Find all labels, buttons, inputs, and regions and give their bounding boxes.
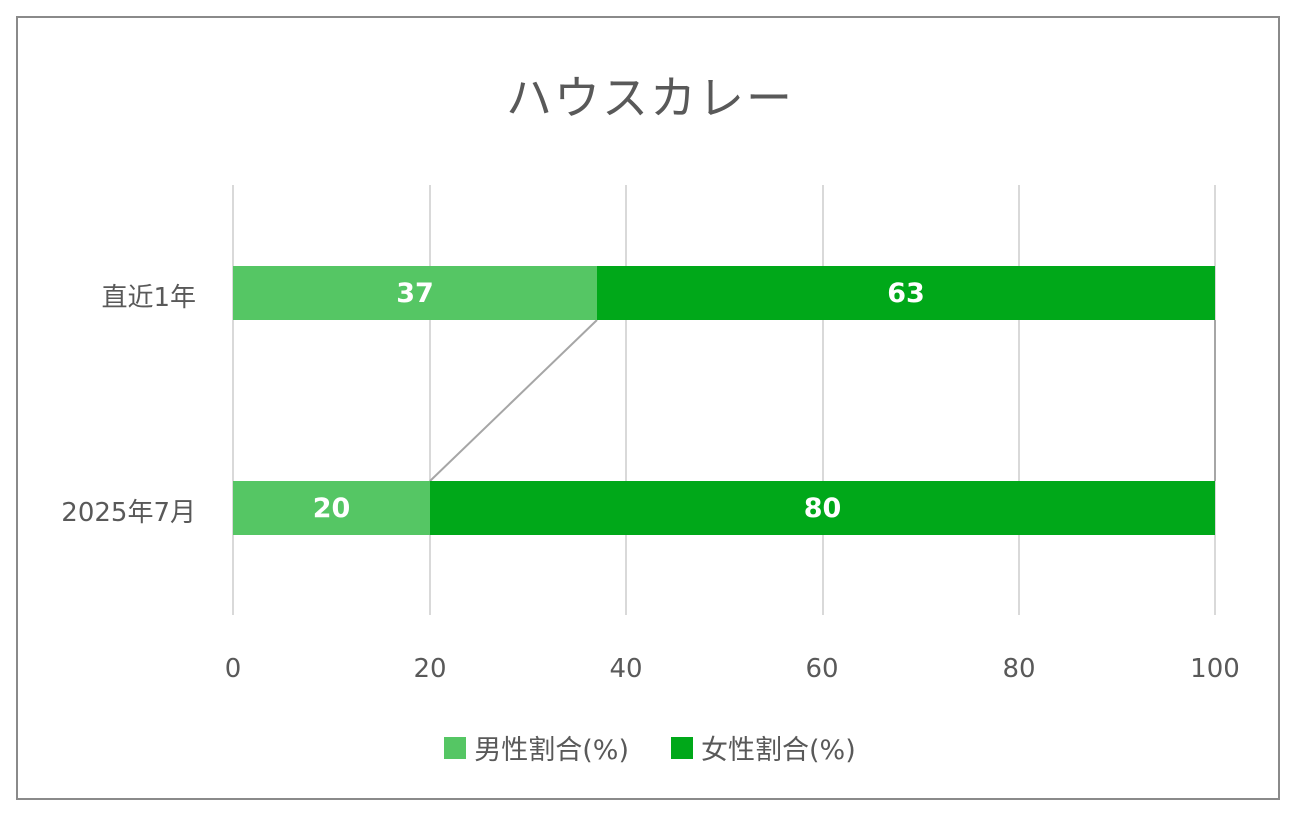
chart-title: ハウスカレー [506,71,794,125]
data-label: 37 [396,277,434,309]
gridline-40 [625,185,627,615]
bar-male-recent-year: 37 [233,266,597,320]
bar-male-2025-07: 20 [233,481,430,535]
x-tick-60: 60 [805,654,839,684]
gridline-20 [429,185,431,615]
gridline-80 [1018,185,1020,615]
x-tick-100: 100 [1190,654,1240,684]
x-tick-0: 0 [224,654,242,684]
legend-item-male[interactable]: 男性割合(%) [444,728,629,767]
data-label: 80 [803,492,842,524]
legend-swatch-male-icon [444,736,467,759]
gridline-0 [232,185,234,615]
bar-female-recent-year: 63 [597,266,1215,320]
data-label: 20 [312,492,351,524]
legend-swatch-female-icon [671,736,693,759]
legend-label: 女性割合(%) [701,735,856,766]
gridline-60 [822,185,824,615]
bar-female-2025-07: 80 [430,481,1215,535]
chart-frame [16,16,1280,800]
x-tick-40: 40 [609,654,643,684]
chart-legend: 男性割合(%) 女性割合(%) [0,728,1300,767]
x-tick-20: 20 [413,654,447,684]
data-label: 63 [887,277,925,309]
category-label-recent-year: 直近1年 [101,283,196,313]
category-label-2025-07: 2025年7月 [61,498,196,528]
legend-label: 男性割合(%) [474,735,629,766]
legend-item-female[interactable]: 女性割合(%) [671,728,856,767]
x-tick-80: 80 [1002,654,1036,684]
